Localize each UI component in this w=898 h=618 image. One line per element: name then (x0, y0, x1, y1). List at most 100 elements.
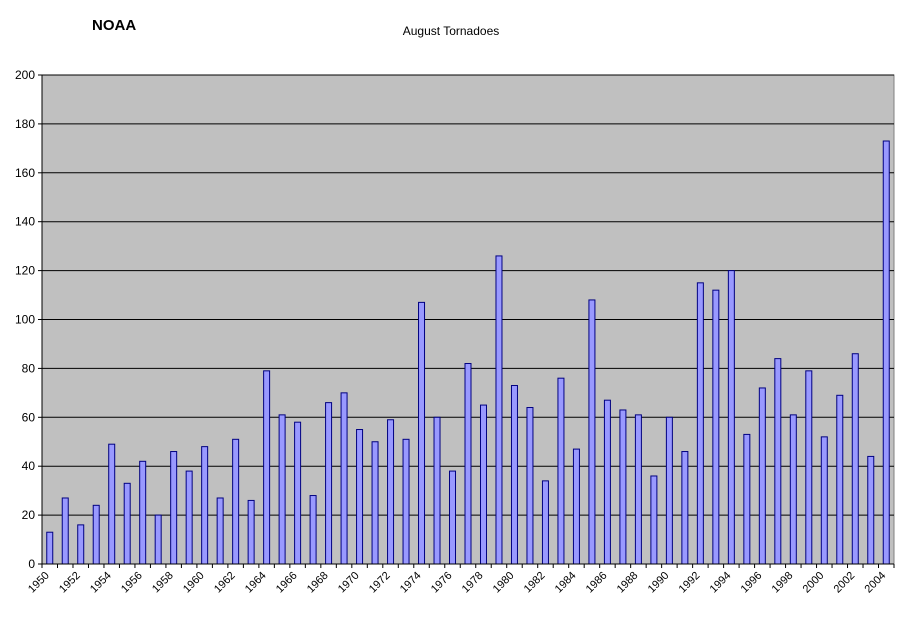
bar-1966 (294, 421, 302, 565)
x-tick-label: 1954 (88, 570, 114, 596)
chart-title: August Tornadoes (403, 24, 500, 38)
bar-1968 (325, 402, 333, 565)
bar-1985 (588, 299, 596, 565)
x-axis-ticks: 1950 1952 1954 1956 1958 1960 1962 1964 1966 1968… (26, 564, 895, 596)
bar-1995 (743, 433, 751, 565)
bar-1956 (139, 460, 147, 565)
bar-2003 (867, 455, 875, 565)
y-tick-label: 200 (15, 68, 35, 82)
x-tick-label: 1980 (491, 570, 517, 596)
y-tick-label: 180 (15, 117, 35, 131)
bar-2004 (882, 140, 890, 565)
bar-1974 (418, 301, 426, 565)
bar-1952 (77, 524, 85, 565)
y-tick-label: 140 (15, 215, 35, 229)
y-tick-label: 0 (28, 557, 35, 571)
x-tick-label: 2000 (801, 570, 827, 596)
bar-1986 (603, 399, 611, 565)
gridlines (42, 74, 894, 516)
bar-2000 (820, 436, 828, 565)
bar-1981 (526, 407, 534, 565)
x-tick-label: 2002 (832, 570, 858, 596)
x-tick-label: 1960 (181, 570, 207, 596)
bar-1975 (433, 416, 441, 565)
bar-1960 (201, 446, 209, 565)
bar-1953 (92, 504, 100, 565)
bar-1959 (185, 470, 193, 565)
bar-1987 (619, 409, 627, 565)
bar-1993 (712, 289, 720, 565)
bar-1962 (232, 438, 240, 565)
bar-1991 (681, 451, 689, 565)
x-tick-label: 1952 (57, 570, 83, 596)
source-label: NOAA (92, 17, 136, 34)
bar-1976 (449, 470, 457, 565)
y-axis-ticks: 0 20 40 60 80 100 120 140 160 180 200 (15, 68, 42, 571)
bar-1979 (495, 255, 503, 565)
bar-1982 (541, 480, 549, 565)
bar-1961 (216, 497, 224, 565)
x-tick-label: 1998 (770, 570, 796, 596)
x-tick-label: 1984 (553, 570, 579, 596)
x-tick-label: 1988 (615, 570, 641, 596)
x-tick-label: 1994 (708, 570, 734, 596)
bar-1988 (634, 414, 642, 565)
bar-1996 (758, 387, 766, 565)
y-tick-label: 40 (22, 459, 36, 473)
bar-1984 (572, 448, 580, 565)
bar-1973 (402, 438, 410, 565)
x-tick-label: 1968 (305, 570, 331, 596)
bar-1971 (371, 441, 379, 565)
x-tick-label: 1956 (119, 570, 145, 596)
bar-1963 (247, 499, 255, 565)
bar-1977 (464, 363, 472, 565)
bar-1997 (774, 358, 782, 565)
x-tick-label: 1964 (243, 570, 269, 596)
bar-2001 (836, 394, 844, 565)
x-tick-label: 1966 (274, 570, 300, 596)
bar-1955 (123, 482, 131, 565)
bar-1957 (154, 514, 162, 565)
bar-1999 (805, 370, 813, 565)
bar-1969 (340, 392, 348, 565)
x-tick-label: 1970 (336, 570, 362, 596)
x-tick-label: 2004 (863, 570, 889, 596)
bar-1990 (665, 416, 673, 565)
x-tick-label: 1976 (429, 570, 455, 596)
x-tick-label: 1982 (522, 570, 548, 596)
bar-1965 (278, 414, 286, 565)
bar-1983 (557, 377, 565, 565)
bar-1950 (46, 531, 54, 565)
x-tick-label: 1990 (646, 570, 672, 596)
y-tick-label: 100 (15, 313, 35, 327)
bar-1958 (170, 451, 178, 565)
bar-1964 (263, 370, 271, 565)
x-tick-label: 1986 (584, 570, 610, 596)
y-tick-label: 120 (15, 264, 35, 278)
bar-1989 (650, 475, 658, 565)
bar-1998 (789, 414, 797, 565)
y-tick-label: 20 (22, 508, 36, 522)
y-tick-label: 60 (22, 410, 36, 424)
y-tick-label: 80 (22, 361, 36, 375)
bar-1992 (696, 282, 704, 565)
bar-1972 (387, 419, 395, 565)
x-tick-label: 1992 (677, 570, 703, 596)
bar-1970 (356, 429, 364, 565)
bar-1967 (309, 495, 317, 565)
x-tick-label: 1972 (367, 570, 393, 596)
x-tick-label: 1978 (460, 570, 486, 596)
bar-1951 (61, 497, 69, 565)
x-tick-label: 1950 (26, 570, 52, 596)
y-tick-label: 160 (15, 166, 35, 180)
bars (46, 140, 890, 565)
bar-1994 (727, 270, 735, 565)
bar-2002 (851, 353, 859, 565)
x-tick-label: 1958 (150, 570, 176, 596)
x-tick-label: 1996 (739, 570, 765, 596)
x-tick-label: 1974 (398, 570, 424, 596)
bar-1978 (479, 404, 487, 565)
bar-1980 (510, 385, 518, 565)
